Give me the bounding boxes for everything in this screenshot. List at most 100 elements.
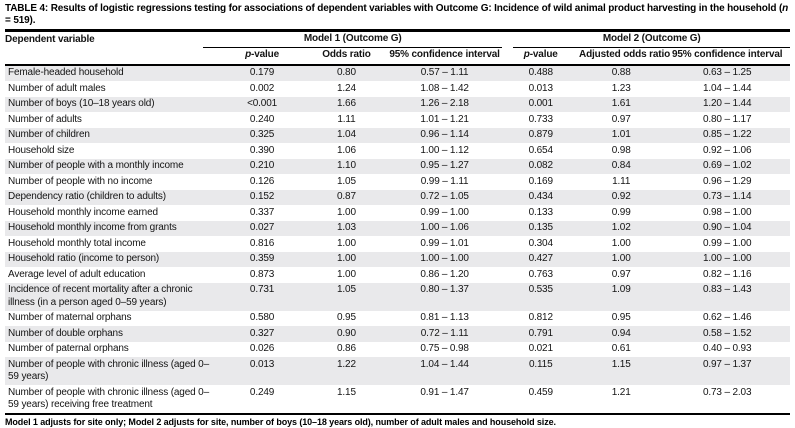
row-label: Number of double orphans [8,327,123,339]
cell-m1-ci: 0.95 – 1.27 [420,160,469,171]
table-body: Female-headed household 0.179 0.80 0.57 – 1… [5,64,790,415]
cell-m1-odds-ratio: 1.00 [337,253,356,264]
cell-m2-p-value: 0.135 [528,222,553,233]
table-row: Dependency ratio (children to adults) 0.1… [5,189,790,205]
table-row: Number of people with a monthly income 0.… [5,158,790,174]
cell-m1-odds-ratio: 1.04 [337,129,356,140]
table-row: Average level of adult education 0.873 1.0… [5,267,790,283]
cell-m2-adjusted-odds-ratio: 1.21 [578,385,665,415]
cell-m2-ci: 0.63 – 1.25 [702,67,752,78]
regression-table: Dependent variable Model 1 (Outcome G) M… [5,31,790,415]
row-label: Number of people with chronic illness (a… [5,385,217,415]
cell-m1-p-value: 0.002 [249,82,275,94]
table-row: Household ratio (income to person) 0.359 1… [5,251,790,267]
cell-m1-p-value: 0.337 [249,206,275,218]
cell-m1-ci: 0.99 – 1.11 [420,175,469,187]
cell-m1-p-value: 0.327 [249,327,275,339]
cell-m2-p-value: 0.013 [528,82,553,94]
group-header-row: Dependent variable Model 1 (Outcome G) M… [5,31,790,66]
cell-m2-p-value: 0.133 [528,206,553,218]
cell-m2-ci: 0.85 – 1.22 [702,129,752,140]
cell-m1-p-value: 0.325 [249,129,275,140]
table-row: Household monthly total income 0.816 1.00 0… [5,236,790,252]
cell-m2-adjusted-odds-ratio: 1.02 [611,222,631,233]
row-label: Household monthly income earned [8,206,158,218]
row-label: Female-headed household [8,67,124,78]
cell-m1-ci: 0.99 – 1.00 [420,206,469,218]
cell-m2-p-value: 0.304 [528,237,553,249]
cell-m1-odds-ratio: 1.15 [307,385,386,415]
row-label: Number of boys (10–18 years old) [8,98,155,109]
table-row: Number of double orphans 0.327 0.90 0.72 – … [5,326,790,342]
col-header-ci-m2: 95% confidence interval [664,47,790,66]
cell-m1-p-value: 0.210 [249,160,275,171]
cell-m2-adjusted-odds-ratio: 1.01 [611,129,631,140]
sample-size-n: n [782,3,789,14]
cell-m2-adjusted-odds-ratio: 0.61 [611,343,631,354]
cell-m2-adjusted-odds-ratio: 1.00 [611,237,631,249]
cell-m1-ci: 0.81 – 1.13 [420,312,469,323]
cell-m2-ci: 0.97 – 1.37 [702,358,752,370]
cell-m2-p-value: 0.733 [528,113,553,125]
cell-m2-p-value: 0.427 [528,253,553,264]
cell-m1-odds-ratio: 1.00 [337,206,356,218]
cell-m2-p-value: 0.115 [528,358,553,370]
cell-m1-odds-ratio: 0.95 [337,312,356,323]
cell-m1-p-value: 0.013 [249,358,275,370]
group-header-model1-label: Model 1 (Outcome G) [202,32,503,48]
row-label: Number of adult males [8,82,106,94]
cell-m1-ci: 1.00 – 1.06 [420,222,469,233]
cell-m2-ci: 0.92 – 1.06 [702,144,752,156]
cell-m2-adjusted-odds-ratio: 1.15 [611,358,631,370]
cell-m2-ci: 1.20 – 1.44 [702,98,752,109]
table-footnote: Model 1 adjusts for site only; Model 2 a… [5,417,556,427]
row-label: Household monthly total income [8,237,146,249]
table-row: Household monthly income from grants 0.02… [5,220,790,236]
cell-m1-odds-ratio: 1.10 [337,160,356,171]
cell-m2-adjusted-odds-ratio: 0.98 [611,144,631,156]
row-label: Number of people with chronic illness (a… [8,358,209,383]
cell-m1-odds-ratio: 1.66 [337,98,356,109]
cell-m2-ci: 0.69 – 1.02 [702,160,752,171]
table-row: Number of maternal orphans 0.580 0.95 0.81 … [5,311,790,327]
cell-m2-p-value: 0.879 [528,129,553,140]
cell-m2-p-value: 0.459 [503,385,579,415]
cell-m2-p-value: 0.001 [528,98,553,109]
row-label: Number of children [8,129,90,140]
cell-m1-ci: 0.99 – 1.01 [420,237,469,249]
table-row: Household size 0.390 1.06 1.00 – 1.12 0.654 0… [5,143,790,159]
table-row: Number of people with no income 0.126 1.05… [5,174,790,190]
row-label: Dependency ratio (children to adults) [8,191,166,202]
row-label: Number of maternal orphans [8,312,132,323]
cell-m2-ci: 0.83 – 1.43 [702,284,752,295]
cell-m1-p-value: 0.152 [249,191,275,202]
cell-m1-p-value: 0.179 [249,67,275,78]
cell-m2-ci: 0.73 – 2.03 [664,385,790,415]
cell-m2-p-value: 0.021 [528,343,553,354]
cell-m2-ci: 0.96 – 1.29 [702,175,752,187]
cell-m2-ci: 0.90 – 1.04 [702,222,752,233]
cell-m2-adjusted-odds-ratio: 1.23 [611,82,631,94]
cell-m2-adjusted-odds-ratio: 0.88 [611,67,631,78]
row-label: Incidence of recent mortality after a ch… [8,284,193,308]
sample-size-value: = 519). [5,15,36,26]
cell-m1-ci: 1.00 – 1.12 [420,144,469,156]
table-header: Dependent variable Model 1 (Outcome G) M… [5,31,790,66]
table-row: Incidence of recent mortality after a ch… [5,282,790,311]
cell-m1-ci: 0.80 – 1.37 [420,284,469,295]
row-label: Household ratio (income to person) [8,253,160,264]
cell-m1-odds-ratio: 0.87 [337,191,356,202]
cell-m1-odds-ratio: 0.90 [337,327,356,339]
title-divider-rule [5,29,790,32]
cell-m2-ci: 0.80 – 1.17 [702,113,752,125]
cell-m2-p-value: 0.791 [528,327,553,339]
p-value-m2-rest: -value [529,48,558,60]
cell-m1-p-value: 0.580 [249,312,275,323]
cell-m2-ci: 0.99 – 1.00 [702,237,752,249]
row-label: Average level of adult education [8,268,146,280]
cell-m1-ci: 1.04 – 1.44 [420,358,469,370]
cell-m2-p-value: 0.812 [528,312,553,323]
cell-m2-p-value: 0.654 [528,144,553,156]
cell-m2-adjusted-odds-ratio: 0.95 [611,312,631,323]
